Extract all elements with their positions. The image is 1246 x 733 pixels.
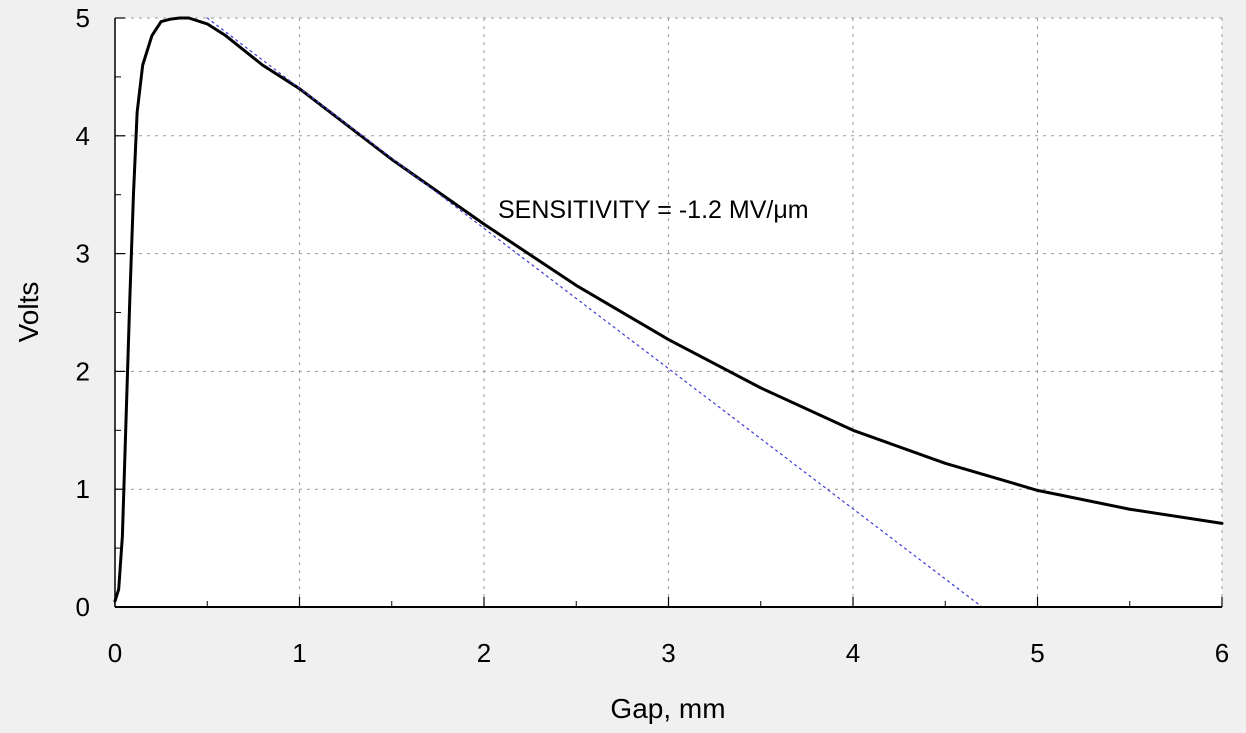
x-tick-label: 5 — [1030, 638, 1044, 668]
y-tick-label: 4 — [76, 121, 90, 151]
x-tick-label: 1 — [292, 638, 306, 668]
y-tick-label: 0 — [76, 592, 90, 622]
x-tick-label: 0 — [108, 638, 122, 668]
y-tick-label: 5 — [76, 3, 90, 33]
output-curve-line — [113, 16, 1224, 603]
y-tick-label: 1 — [76, 474, 90, 504]
x-tick-label: 3 — [661, 638, 675, 668]
x-tick-label: 6 — [1215, 638, 1229, 668]
y-axis-label: Volts — [13, 282, 44, 343]
y-tick-label: 2 — [76, 356, 90, 386]
tick-labels: 0 1 2 3 4 5 6 0 1 2 3 4 5 — [76, 3, 1230, 668]
series-layer — [113, 16, 1224, 608]
sensitivity-tangent-line — [206, 17, 983, 608]
x-tick-label: 2 — [477, 638, 491, 668]
x-tick-label: 4 — [846, 638, 860, 668]
sensitivity-annotation: SENSITIVITY = -1.2 MV/μm — [498, 196, 809, 224]
x-axis-label: Gap, mm — [610, 693, 725, 724]
y-tick-label: 3 — [76, 239, 90, 269]
